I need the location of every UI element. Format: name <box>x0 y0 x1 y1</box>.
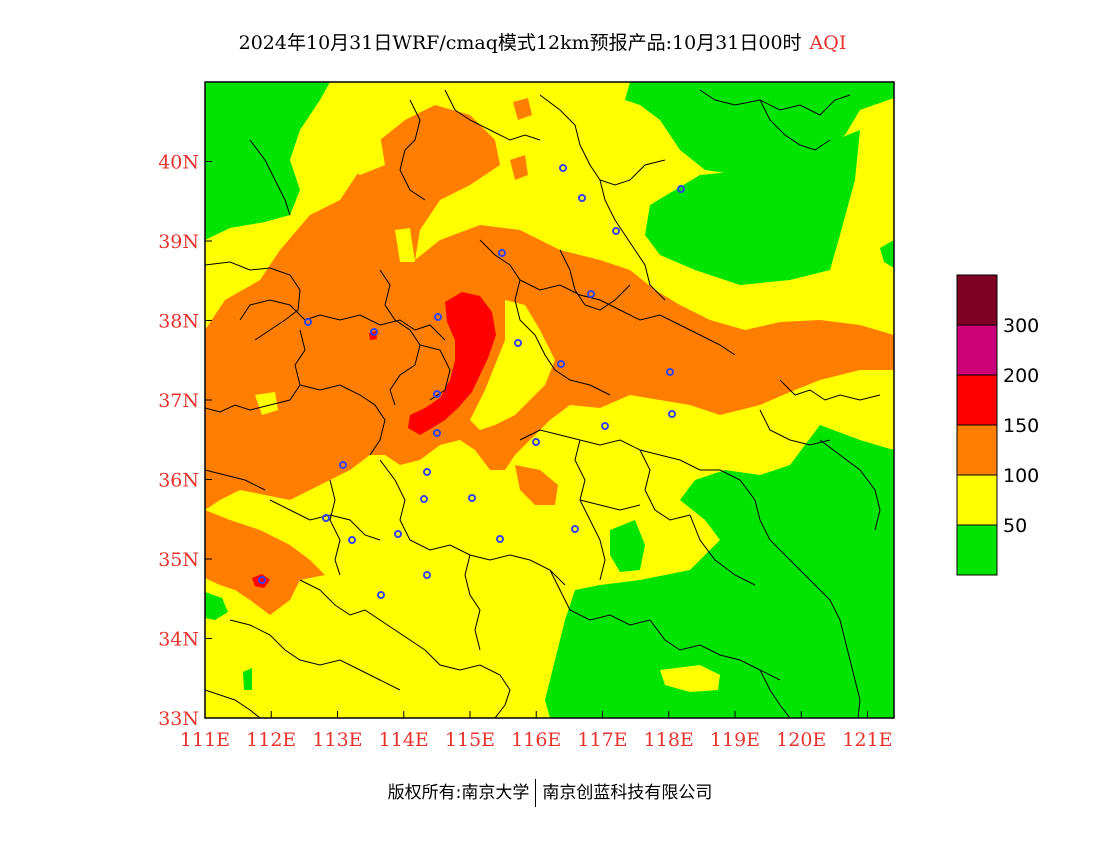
lon-tick-label: 117E <box>577 729 627 751</box>
legend-swatch <box>956 374 998 426</box>
lat-tick-label: 40N <box>158 152 199 174</box>
lon-tick-label: 111E <box>180 729 230 751</box>
lat-tick-label: 37N <box>158 390 199 412</box>
footer-copyright: 版权所有:南京大学 <box>387 783 530 803</box>
legend-swatch <box>956 474 998 526</box>
lon-tick-label: 116E <box>511 729 561 751</box>
lat-tick-label: 36N <box>158 470 199 492</box>
aqi-zone-sensitive-sw <box>205 510 325 615</box>
lon-tick-label: 115E <box>445 729 495 751</box>
aqi-legend: 50 100 150 200 300 <box>956 274 1039 576</box>
lon-tick-label: 112E <box>246 729 296 751</box>
lon-tick-label: 113E <box>312 729 362 751</box>
aqi-zone-moderate-hole3 <box>345 135 385 175</box>
legend-swatch <box>956 324 998 376</box>
lon-tick-label: 119E <box>710 729 760 751</box>
lon-tick-label: 114E <box>379 729 429 751</box>
aqi-zone-unhealthy-sw <box>252 574 270 588</box>
aqi-zone-sensitive-dot <box>510 155 528 180</box>
legend-label: 200 <box>1003 365 1039 387</box>
footer-separator <box>535 779 537 807</box>
lat-tick-label: 38N <box>158 311 199 333</box>
footer-company: 南京创蓝科技有限公司 <box>542 783 713 803</box>
aqi-zone-good-nw <box>205 82 330 240</box>
lon-tick-label: 118E <box>644 729 694 751</box>
legend-swatch <box>956 274 998 326</box>
lat-tick-label: 39N <box>158 231 199 253</box>
title-main: 2024年10月31日WRF/cmaq模式12km预报产品:10月31日00时 <box>238 32 802 54</box>
aqi-zone-moderate-island <box>660 665 720 692</box>
longitude-axis: 111E 112E 113E 114E 115E 116E 117E 118E 119E 120E… <box>180 711 893 751</box>
map-fields <box>205 82 894 718</box>
aqi-zone-good-west2 <box>243 668 252 690</box>
lat-tick-label: 34N <box>158 629 199 651</box>
aqi-zone-good-small <box>610 520 645 572</box>
aqi-zone-good-se <box>545 425 894 718</box>
aqi-zone-unhealthy-main <box>408 292 496 435</box>
legend-label: 150 <box>1003 415 1039 437</box>
legend-label: 300 <box>1003 315 1039 337</box>
title-product: AQI <box>809 32 847 54</box>
legend-swatch <box>956 524 998 576</box>
aqi-zone-sensitive-dot2 <box>513 98 532 120</box>
aqi-zone-good-ne <box>625 82 894 175</box>
footer: 版权所有:南京大学 南京创蓝科技有限公司 <box>0 778 1100 807</box>
lon-tick-label: 120E <box>776 729 826 751</box>
legend-label: 100 <box>1003 465 1039 487</box>
lat-tick-label: 35N <box>158 549 199 571</box>
aqi-zone-good-west <box>205 592 228 620</box>
lon-tick-label: 121E <box>842 729 892 751</box>
aqi-zone-moderate-hole2 <box>255 392 278 415</box>
aqi-zone-moderate-hole1 <box>395 228 415 262</box>
aqi-zone-sensitive-s <box>515 465 558 505</box>
aqi-zone-moderate-hole4 <box>470 300 555 430</box>
aqi-zone-good-east <box>645 130 860 285</box>
admin-boundaries <box>205 89 881 718</box>
aqi-zone-good-ne-edge <box>880 240 894 268</box>
city-markers <box>258 164 685 599</box>
legend-swatch <box>956 424 998 476</box>
latitude-axis: 33N 34N 35N 36N 37N 38N 39N 40N <box>158 152 212 730</box>
chart-title: 2024年10月31日WRF/cmaq模式12km预报产品:10月31日00时 A… <box>0 28 1085 55</box>
lat-tick-label: 33N <box>158 708 199 730</box>
legend-label: 50 <box>1003 515 1027 537</box>
